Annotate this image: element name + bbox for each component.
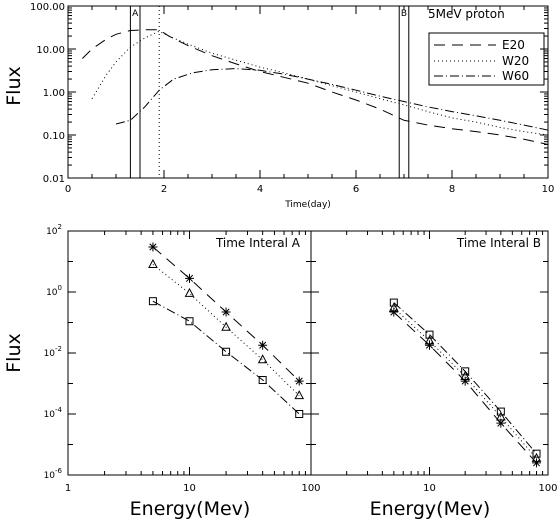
triangle-marker (388, 302, 399, 312)
triangle-marker (148, 258, 158, 268)
x-tick-label: 4 (257, 184, 263, 195)
y-tick-label: 100 (46, 284, 62, 298)
square-marker (148, 297, 157, 306)
x-tick-label: 100 (301, 483, 320, 494)
series-line-square (393, 302, 537, 455)
interval-label-b: B (401, 9, 407, 19)
interval-a-x-axis-label: Energy(Mev) (130, 498, 251, 520)
triangle-marker (496, 411, 506, 421)
asterisk-marker (258, 340, 268, 350)
asterisk-marker (148, 242, 158, 252)
interval-a-title: Time Interal A (215, 236, 301, 250)
square-marker (532, 449, 541, 458)
time-series-panel: A B 0 2 4 6 8 10 0.01 0.10 1.00 10.00 100.00 Flux T… (3, 2, 554, 210)
bottom-y-axis-label: Flux (3, 333, 25, 373)
legend-label-w60: W60 (502, 69, 529, 83)
y-tick-label: 10-2 (44, 345, 62, 359)
asterisk-marker (389, 307, 399, 317)
y-tick-label: 1.00 (43, 88, 65, 99)
y-tick-label: 102 (46, 223, 62, 237)
square-marker (461, 367, 470, 376)
x-tick-label: 8 (449, 184, 455, 195)
top-chart-title: 5MeV proton (428, 7, 505, 21)
square-marker (295, 410, 304, 418)
interval-b-plot-frame (310, 230, 549, 476)
x-tick-label: 100 (538, 483, 557, 494)
x-tick-label: 6 (353, 184, 359, 195)
asterisk-marker (294, 376, 304, 386)
series-line-e20 (82, 29, 549, 145)
legend: E20 W20 W60 (428, 32, 545, 86)
y-tick-label: 10-4 (44, 406, 63, 420)
triangle-marker (460, 370, 471, 380)
y-tick-label: 10.00 (36, 45, 65, 56)
triangle-marker (184, 287, 195, 297)
square-marker (222, 347, 231, 356)
series-line-w60 (115, 68, 549, 131)
triangle-marker (257, 354, 268, 364)
x-tick-label: 10 (542, 184, 555, 195)
asterisk-marker (496, 418, 506, 428)
triangle-marker (294, 390, 305, 400)
interval-label-a: A (132, 9, 139, 19)
square-marker (389, 298, 398, 307)
y-tick-label: 100.00 (30, 2, 65, 13)
x-tick-label: 1 (65, 483, 71, 494)
square-marker (496, 407, 505, 416)
interval-b-title: Time Interal B (456, 236, 541, 250)
series-line-triangle (152, 264, 300, 396)
y-tick-label: 0.10 (43, 131, 65, 142)
square-marker (185, 317, 194, 326)
triangle-marker (424, 335, 435, 345)
x-tick-label: 10 (423, 483, 436, 494)
x-tick-label: 10 (183, 483, 196, 494)
interval-b-x-axis-label: Energy(Mev) (370, 498, 491, 520)
y-tick-label: 0.01 (43, 174, 65, 185)
legend-label-e20: E20 (502, 38, 525, 52)
asterisk-marker (532, 458, 542, 468)
triangle-marker (221, 321, 231, 331)
legend-box (428, 32, 545, 86)
top-plot-frame (67, 5, 549, 179)
square-marker (258, 376, 267, 385)
x-tick-label: 0 (65, 184, 71, 195)
interval-b-panel: 10 100 Time Interal B Energy(Mev) (310, 230, 558, 520)
asterisk-marker (221, 307, 231, 317)
legend-label-w20: W20 (502, 54, 529, 68)
top-y-axis-label: Flux (3, 66, 25, 106)
y-tick-label: 10-6 (44, 467, 63, 481)
x-tick-label: 2 (161, 184, 167, 195)
asterisk-marker (460, 376, 470, 386)
top-x-axis-label: Time(day) (284, 200, 331, 210)
square-marker (425, 330, 434, 339)
series-line-square (152, 300, 300, 415)
series-line-triangle (393, 307, 537, 459)
asterisk-marker (185, 273, 194, 283)
asterisk-marker (425, 340, 434, 350)
